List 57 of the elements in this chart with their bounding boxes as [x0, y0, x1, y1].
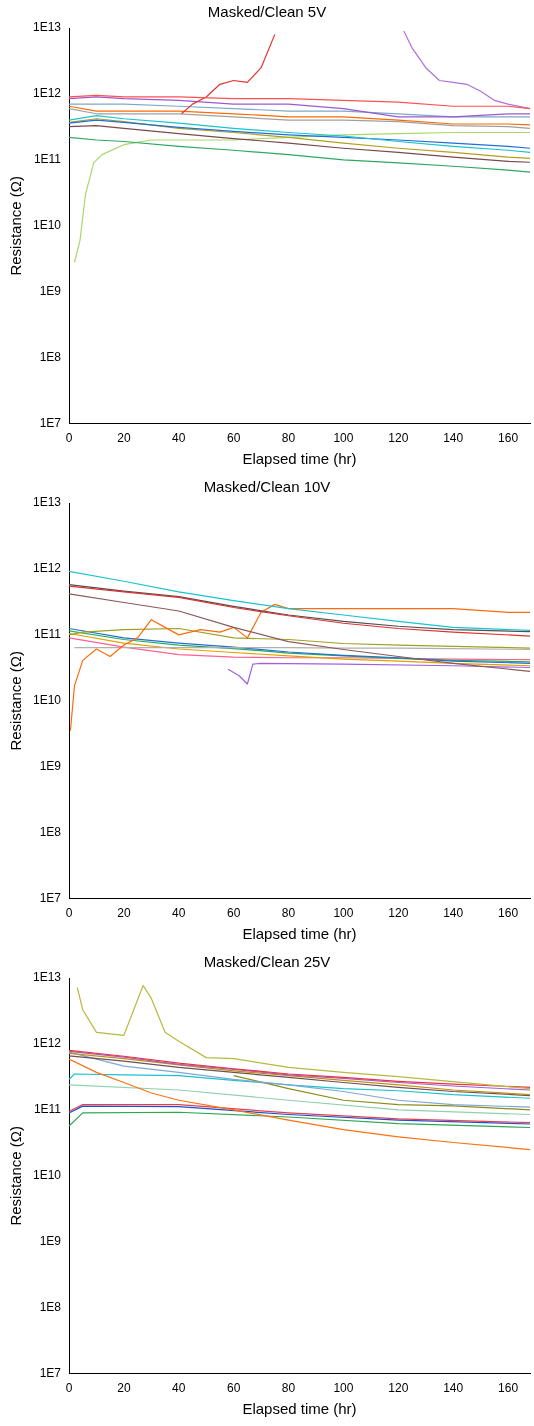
y-tick-label: 1E12: [32, 86, 62, 101]
x-tick-label: 40: [172, 1381, 186, 1396]
x-tick-label: 140: [443, 1381, 464, 1396]
y-tick-label: 1E11: [33, 1102, 62, 1117]
chart-title: Masked/Clean 25V: [203, 953, 331, 971]
x-tick-label: 60: [226, 906, 241, 921]
x-tick-label: 0: [65, 1381, 73, 1396]
y-tick-label: 1E13: [32, 495, 62, 510]
x-tick-label: 20: [117, 431, 131, 446]
y-tick-label: 1E8: [39, 349, 62, 364]
y-axis-title: Resistance (Ω): [7, 176, 25, 276]
x-tick-label: 120: [388, 1381, 409, 1396]
x-tick-label: 0: [65, 906, 73, 921]
x-tick-label: 160: [498, 906, 519, 921]
x-tick-label: 80: [281, 906, 296, 921]
y-tick-label: 1E9: [39, 1234, 62, 1249]
y-tick-label: 1E13: [32, 970, 62, 985]
x-tick-label: 60: [226, 1381, 241, 1396]
y-tick-label: 1E10: [32, 693, 62, 708]
x-tick-label: 100: [333, 431, 354, 446]
y-tick-label: 1E10: [32, 1168, 62, 1183]
y-axis-title: Resistance (Ω): [7, 1126, 25, 1226]
chart-title: Masked/Clean 5V: [207, 3, 327, 21]
y-tick-label: 1E11: [33, 627, 62, 642]
chart-title: Masked/Clean 10V: [203, 478, 331, 496]
y-tick-label: 1E11: [33, 152, 62, 167]
x-tick-label: 160: [498, 1381, 519, 1396]
x-axis-title: Elapsed time (hr): [242, 1400, 357, 1418]
x-tick-label: 40: [172, 431, 186, 446]
x-tick-label: 100: [333, 906, 354, 921]
y-tick-label: 1E7: [39, 1365, 62, 1380]
x-tick-label: 120: [388, 906, 409, 921]
y-tick-label: 1E12: [32, 1036, 62, 1051]
x-tick-label: 20: [117, 1381, 131, 1396]
x-tick-label: 40: [172, 906, 186, 921]
y-axis-title: Resistance (Ω): [7, 651, 25, 751]
x-tick-label: 120: [388, 431, 409, 446]
x-axis-title: Elapsed time (hr): [242, 450, 357, 468]
x-tick-label: 20: [117, 906, 131, 921]
y-tick-label: 1E10: [32, 218, 62, 233]
x-axis-title: Elapsed time (hr): [242, 925, 357, 943]
x-tick-label: 140: [443, 906, 464, 921]
y-tick-label: 1E7: [39, 415, 62, 430]
y-tick-label: 1E8: [39, 824, 62, 839]
x-tick-label: 0: [65, 431, 73, 446]
y-tick-label: 1E9: [39, 759, 62, 774]
y-tick-label: 1E13: [32, 20, 62, 35]
y-tick-label: 1E8: [39, 1299, 62, 1314]
x-tick-label: 100: [333, 1381, 354, 1396]
y-tick-label: 1E9: [39, 284, 62, 299]
x-tick-label: 80: [281, 1381, 296, 1396]
x-tick-label: 60: [226, 431, 241, 446]
x-tick-label: 80: [281, 431, 296, 446]
y-tick-label: 1E7: [39, 890, 62, 905]
x-tick-label: 160: [498, 431, 519, 446]
y-tick-label: 1E12: [32, 561, 62, 576]
x-tick-label: 140: [443, 431, 464, 446]
